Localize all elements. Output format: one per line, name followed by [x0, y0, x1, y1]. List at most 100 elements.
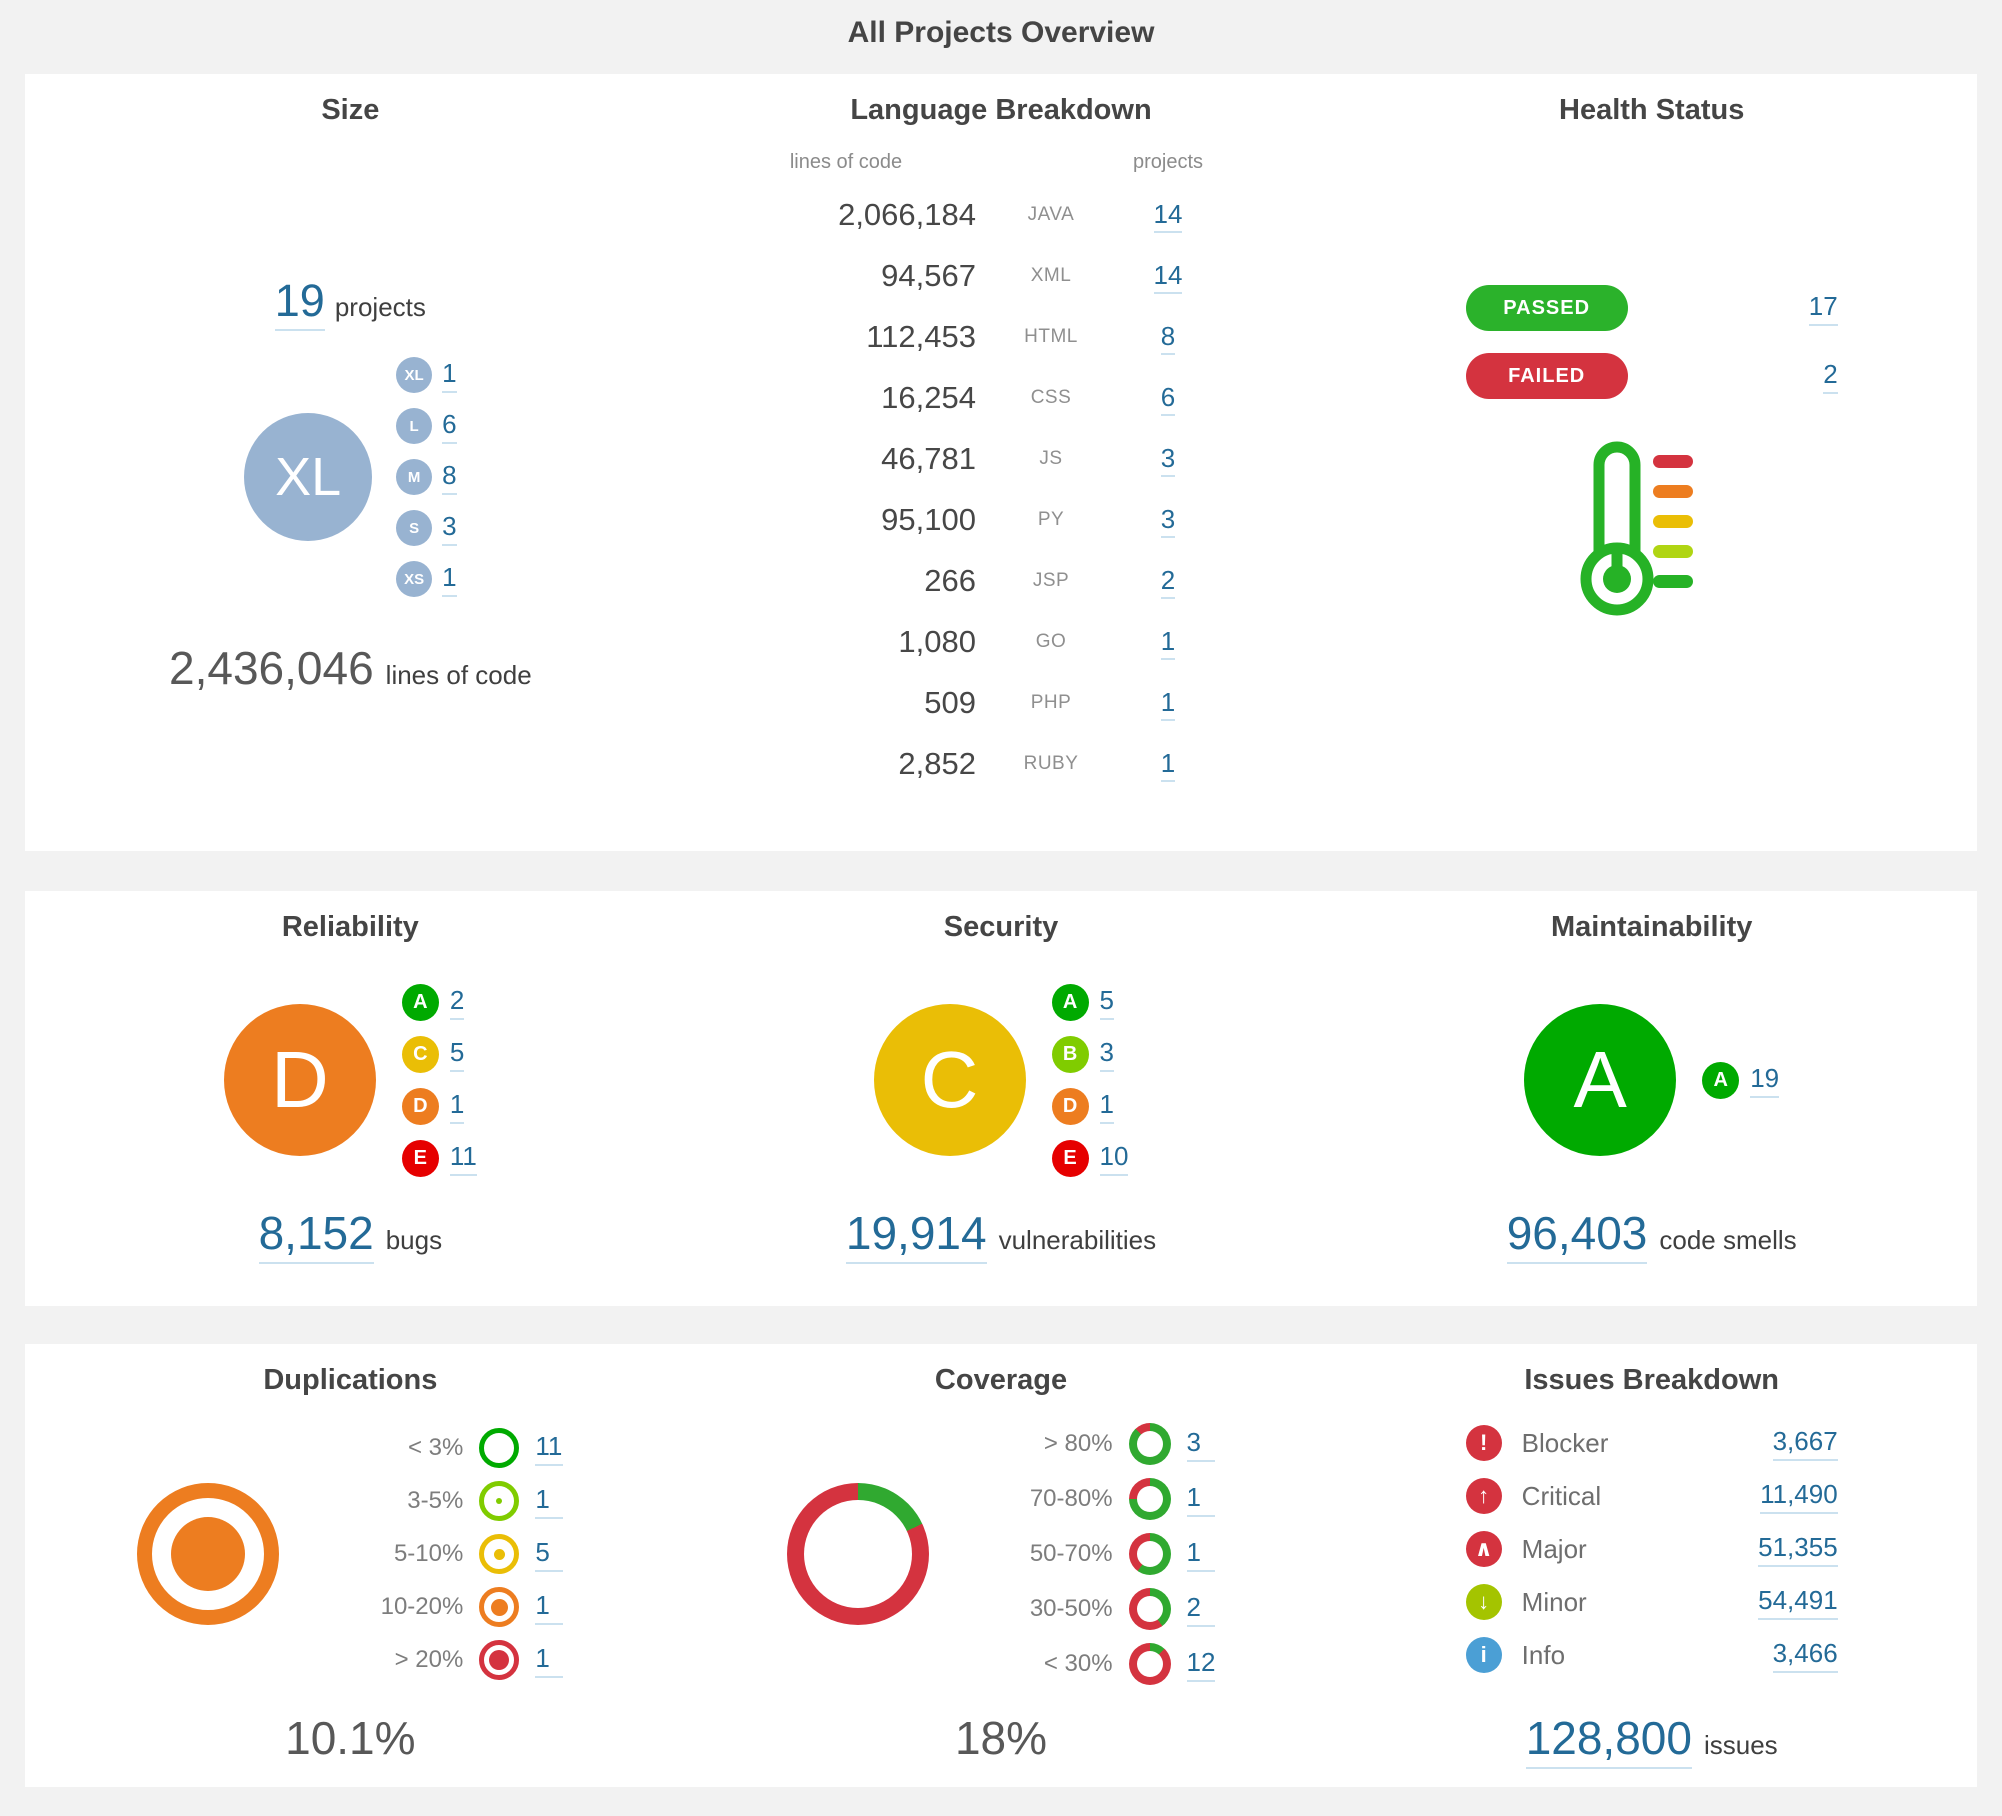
- duplication-count-link[interactable]: 1: [535, 1590, 564, 1625]
- info-count-link[interactable]: 3,466: [1772, 1638, 1838, 1673]
- language-projects-link[interactable]: 1: [1160, 626, 1176, 660]
- language-projects-link[interactable]: 1: [1160, 687, 1176, 721]
- vulnerabilities-count-link[interactable]: 19,914: [845, 1206, 987, 1264]
- maintainability-section: Maintainability A A 19 96,403 code smell…: [1326, 891, 1977, 1306]
- rating-badge-a: A: [1051, 983, 1089, 1021]
- language-projects-link[interactable]: 1: [1160, 748, 1176, 782]
- coverage-legend-row: 50-70% 1: [981, 1533, 1216, 1575]
- coverage-legend: > 80% 3 70-80% 1 50-70% 1 30-50%: [981, 1423, 1216, 1685]
- rating-count-link[interactable]: 1: [449, 1089, 465, 1124]
- coverage-legend-row: 70-80% 1: [981, 1478, 1216, 1520]
- page-title: All Projects Overview: [847, 16, 1155, 49]
- rating-count-link[interactable]: 2: [449, 985, 465, 1020]
- reliability-title: Reliability: [281, 911, 419, 943]
- projects-count-link[interactable]: 19: [274, 275, 325, 331]
- failed-count-link[interactable]: 2: [1823, 359, 1838, 394]
- vulnerabilities-stat: 19,914 vulnerabilities: [845, 1206, 1157, 1264]
- issue-row-blocker: ! Blocker 3,667: [1465, 1425, 1838, 1461]
- size-count-link[interactable]: 8: [442, 460, 457, 495]
- size-legend-item: S 3: [396, 510, 457, 546]
- coverage-legend-row: < 30% 12: [981, 1643, 1216, 1685]
- security-section: Security C A 5 B 3 D 1 E 10 19,914 vu: [676, 891, 1327, 1306]
- duplications-value: 10.1%: [285, 1712, 416, 1764]
- duplications-legend-row: 3-5% 1: [331, 1481, 564, 1521]
- rating-count-link[interactable]: 19: [1750, 1063, 1780, 1098]
- language-projects-link[interactable]: 6: [1160, 382, 1176, 416]
- language-projects-link[interactable]: 14: [1153, 199, 1183, 233]
- issues-breakdown-title: Issues Breakdown: [1524, 1364, 1779, 1396]
- blocker-count-link[interactable]: 3,667: [1772, 1426, 1838, 1461]
- therm-dash-2: [1652, 485, 1693, 498]
- lines-of-code-label: lines of code: [385, 660, 532, 690]
- duplications-legend-row: > 20% 1: [331, 1640, 564, 1680]
- issue-row-major: ∧ Major 51,355: [1465, 1531, 1838, 1567]
- security-title: Security: [943, 911, 1059, 943]
- issues-breakdown-section: Issues Breakdown ! Blocker 3,667 ↑ Criti…: [1326, 1344, 1977, 1787]
- size-count-link[interactable]: 1: [442, 358, 457, 393]
- thermometer-icon: [1580, 441, 1693, 616]
- language-row: 1,080 GO 1: [898, 623, 1176, 660]
- duplication-count-link[interactable]: 1: [535, 1484, 564, 1519]
- size-count-link[interactable]: 6: [442, 409, 457, 444]
- rating-count-link[interactable]: 11: [449, 1141, 477, 1176]
- coverage-count-link[interactable]: 1: [1186, 1482, 1215, 1517]
- language-projects-link[interactable]: 3: [1160, 504, 1176, 538]
- duplication-ring-icon: [479, 1587, 520, 1627]
- rating-count-link[interactable]: 3: [1099, 1037, 1115, 1072]
- rating-badge-d: D: [401, 1087, 439, 1125]
- duplication-count-link[interactable]: 11: [535, 1431, 564, 1466]
- rating-badge-e: E: [401, 1139, 439, 1177]
- lines-of-code-value: 2,436,046: [169, 642, 374, 694]
- size-legend-item: L 6: [396, 408, 457, 444]
- size-badge-s: S: [396, 510, 433, 546]
- critical-count-link[interactable]: 11,490: [1760, 1479, 1838, 1514]
- panel-ratings: Reliability D A 2 C 5 D 1 E 11 8,152: [25, 891, 1977, 1306]
- coverage-count-link[interactable]: 2: [1186, 1592, 1215, 1627]
- rating-count-link[interactable]: 1: [1099, 1089, 1115, 1124]
- coverage-chart: > 80% 3 70-80% 1 50-70% 1 30-50%: [786, 1419, 1216, 1689]
- reliability-legend: A 2 C 5 D 1 E 11: [401, 983, 477, 1177]
- size-badge-xl: XL: [396, 357, 433, 393]
- coverage-ring-icon: [1128, 1478, 1171, 1520]
- rating-count-link[interactable]: 5: [1099, 985, 1115, 1020]
- coverage-ring-icon: [1128, 1643, 1171, 1685]
- bugs-count-link[interactable]: 8,152: [258, 1206, 374, 1264]
- rating-legend-item: A 19: [1702, 1061, 1780, 1099]
- language-breakdown-section: Language Breakdown lines of code project…: [676, 74, 1327, 851]
- language-projects-link[interactable]: 14: [1153, 260, 1183, 294]
- language-projects-link[interactable]: 3: [1160, 443, 1176, 477]
- passed-count-link[interactable]: 17: [1808, 291, 1838, 326]
- rating-count-link[interactable]: 5: [449, 1037, 465, 1072]
- vulnerabilities-label: vulnerabilities: [998, 1225, 1157, 1255]
- coverage-count-link[interactable]: 1: [1186, 1537, 1215, 1572]
- language-projects-link[interactable]: 8: [1160, 321, 1176, 355]
- minor-count-link[interactable]: 54,491: [1758, 1585, 1838, 1620]
- size-badge-l: L: [396, 408, 433, 444]
- code-smells-count-link[interactable]: 96,403: [1506, 1206, 1648, 1264]
- health-status-title: Health Status: [1559, 94, 1745, 126]
- language-projects-link[interactable]: 2: [1160, 565, 1176, 599]
- coverage-count-link[interactable]: 12: [1186, 1647, 1216, 1682]
- projects-count-label: projects: [334, 292, 426, 322]
- duplications-section: Duplications < 3% 11 3-5% 1 5-10%: [25, 1344, 676, 1787]
- blocker-icon: !: [1465, 1425, 1502, 1461]
- size-count-link[interactable]: 3: [442, 511, 457, 546]
- size-count-link[interactable]: 1: [442, 562, 457, 597]
- reliability-chart: D A 2 C 5 D 1 E 11: [223, 978, 477, 1182]
- size-legend: XL 1 L 6 M 8 S 3 XS 1: [396, 357, 457, 597]
- info-icon: i: [1465, 1637, 1502, 1673]
- code-smells-stat: 96,403 code smells: [1506, 1206, 1797, 1264]
- issues-total-link[interactable]: 128,800: [1525, 1711, 1692, 1769]
- coverage-count-link[interactable]: 3: [1186, 1427, 1215, 1462]
- rating-count-link[interactable]: 10: [1099, 1141, 1129, 1176]
- duplication-count-link[interactable]: 1: [535, 1643, 564, 1678]
- duplication-count-link[interactable]: 5: [535, 1537, 564, 1572]
- duplications-legend-row: 10-20% 1: [331, 1587, 564, 1627]
- coverage-title: Coverage: [934, 1364, 1068, 1396]
- major-count-link[interactable]: 51,355: [1758, 1532, 1838, 1567]
- duplication-ring-icon: [479, 1534, 520, 1574]
- duplications-value-stat: 10.1%: [285, 1711, 415, 1765]
- rating-legend-item: D 1: [401, 1087, 477, 1125]
- duplications-title: Duplications: [263, 1364, 438, 1396]
- language-row: 2,852 RUBY 1: [898, 745, 1176, 782]
